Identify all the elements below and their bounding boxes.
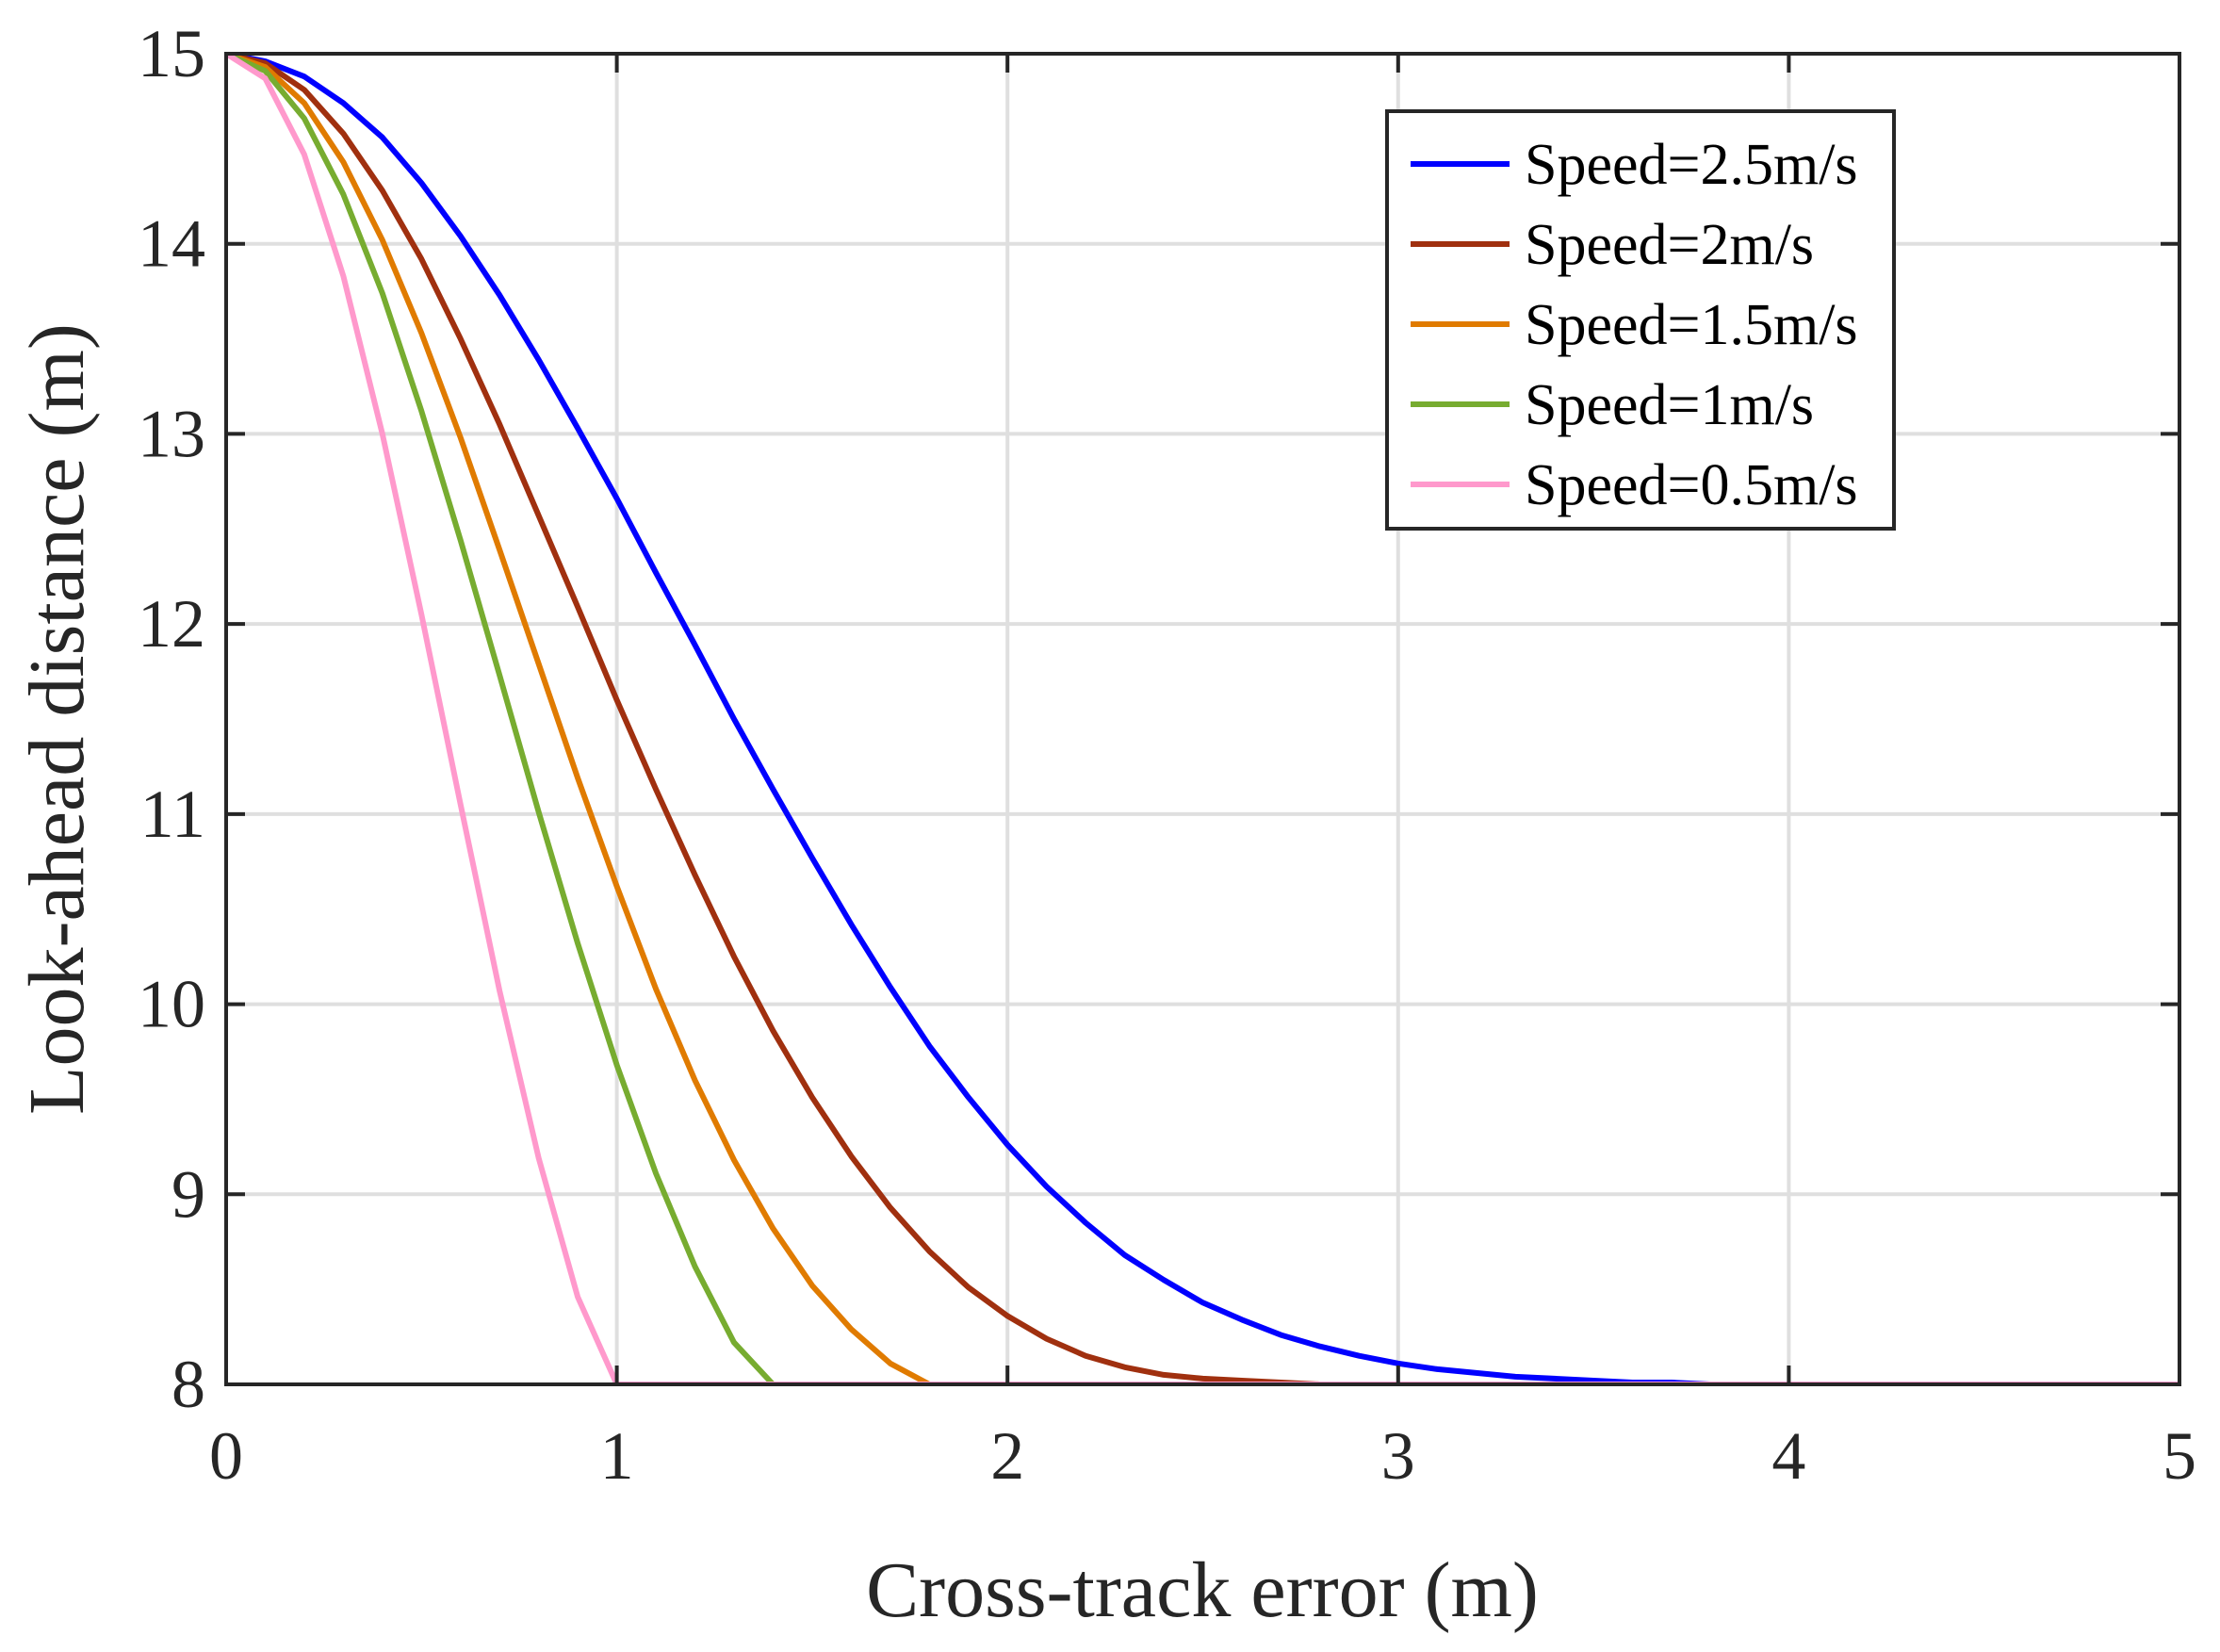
y-tick-label: 12 [138,586,205,662]
legend-label-4: Speed=1m/s [1525,373,1814,437]
y-axis-label: Look-ahead distance (m) [13,323,101,1115]
series-line-5 [226,54,2179,1384]
legend-box [1385,109,1896,531]
legend-label-1: Speed=2.5m/s [1525,133,1858,197]
y-tick-label: 13 [138,396,205,471]
series-group [226,54,2179,1384]
legend-label-2: Speed=2m/s [1525,213,1814,277]
x-tick-label: 3 [1381,1418,1415,1494]
x-tick-label: 1 [600,1418,634,1494]
series-line-2 [226,54,2179,1384]
series-line-1 [226,54,2179,1384]
y-tick-label: 9 [171,1156,205,1232]
series-line-4 [226,54,2179,1384]
x-tick-label: 0 [209,1418,243,1494]
series-line-3 [226,54,2179,1384]
plot-area [226,54,2179,1384]
x-tick-label: 5 [2163,1418,2196,1494]
x-axis-label: Cross-track error (m) [866,1546,1539,1634]
axis-ticks [224,52,2181,1386]
y-tick-label: 11 [140,777,205,852]
legend-label-3: Speed=1.5m/s [1525,293,1858,357]
y-tick-label: 10 [138,967,205,1042]
y-tick-label: 15 [138,16,205,91]
legend-label-5: Speed=0.5m/s [1525,453,1858,517]
x-tick-label: 4 [1771,1418,1805,1494]
axes-box [224,52,2181,1386]
y-tick-label: 14 [138,206,205,282]
y-tick-label: 8 [171,1347,205,1422]
x-tick-label: 2 [990,1418,1024,1494]
legend: Speed=2.5m/s Speed=2m/s Speed=1.5m/s Speed=… [1385,109,1896,531]
